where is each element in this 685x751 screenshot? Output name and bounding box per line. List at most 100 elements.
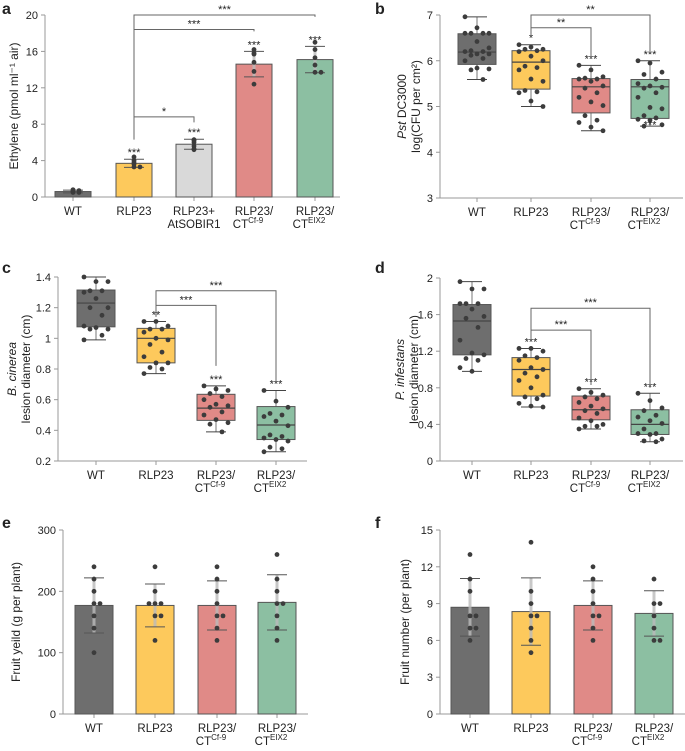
data-point <box>659 421 665 426</box>
data-point <box>93 325 99 330</box>
data-point <box>540 392 546 398</box>
y-tick-label: 4 <box>32 156 38 168</box>
x-tick-label-line2: CTEIX2 <box>255 733 288 748</box>
x-tick-label-text: CT <box>255 736 270 748</box>
data-point <box>659 84 665 90</box>
data-point <box>582 394 588 400</box>
data-point <box>582 408 588 414</box>
panel-letter: f <box>375 515 381 532</box>
x-tick-label: RLP23/ <box>574 723 613 735</box>
data-point <box>528 385 534 391</box>
data-point <box>588 99 594 105</box>
y-tick-label: 0.8 <box>418 383 433 395</box>
data-point <box>214 638 220 643</box>
data-point <box>590 625 596 631</box>
x-tick-label: RLP23/ <box>198 723 237 735</box>
x-tick-label-line2: CTCf-9 <box>233 216 264 231</box>
data-point <box>93 279 99 284</box>
bar <box>175 143 213 198</box>
x-tick-label-line2: CTCf-9 <box>196 733 227 748</box>
data-point <box>657 601 663 606</box>
significance-bracket <box>155 290 277 382</box>
y-tick-label: 12 <box>421 562 433 574</box>
data-point <box>600 83 606 89</box>
data-point <box>468 30 474 36</box>
y-tick-label: 1.6 <box>418 310 433 322</box>
data-point <box>99 288 105 294</box>
data-point <box>600 406 606 412</box>
data-point <box>214 588 220 594</box>
data-point <box>141 371 147 376</box>
data-point <box>468 67 474 73</box>
data-point <box>528 539 534 545</box>
data-point <box>267 411 273 416</box>
data-point <box>91 564 97 570</box>
y-tick-label: 9 <box>427 599 433 611</box>
data-point <box>641 438 647 444</box>
x-tick-label-text: CT <box>233 219 248 231</box>
panel-letter: c <box>2 260 11 277</box>
y-tick-label: 0.8 <box>36 364 51 376</box>
x-tick-label-text: CT <box>195 483 210 495</box>
data-point <box>540 46 546 52</box>
y-tick-label: 0.2 <box>36 456 51 468</box>
data-point <box>251 50 257 56</box>
x-tick-label-line2: CTCf-9 <box>570 480 601 495</box>
x-tick-label-superscript: Cf-9 <box>211 733 227 742</box>
data-point <box>486 51 492 57</box>
data-point <box>81 289 87 295</box>
data-point <box>516 49 522 54</box>
data-point <box>473 625 479 631</box>
data-point <box>312 55 318 61</box>
data-point <box>225 420 231 426</box>
data-point <box>528 625 534 631</box>
data-point <box>274 552 280 557</box>
data-point <box>576 400 582 405</box>
data-point <box>91 613 97 619</box>
y-tick-label: 5 <box>427 102 433 114</box>
data-point <box>474 51 480 57</box>
x-tick-label-text: CT <box>196 736 211 748</box>
data-point <box>467 576 473 582</box>
data-point <box>141 319 147 324</box>
data-point <box>105 305 111 311</box>
data-point <box>582 85 588 91</box>
y-tick-label: 100 <box>38 648 56 660</box>
data-point <box>481 286 487 292</box>
data-point <box>312 69 318 75</box>
data-point <box>528 76 534 82</box>
data-point <box>647 117 653 123</box>
x-tick-label-superscript: EIX2 <box>269 480 287 489</box>
data-point <box>480 49 486 54</box>
data-point <box>653 90 659 96</box>
data-point <box>659 69 665 75</box>
x-tick-label-superscript: Cf-9 <box>248 216 264 225</box>
data-point <box>81 274 87 280</box>
data-point <box>635 58 641 64</box>
data-point <box>469 306 475 312</box>
data-point <box>641 72 647 77</box>
y-tick-label: 0 <box>427 456 433 468</box>
data-point <box>486 30 492 36</box>
data-point <box>273 398 279 404</box>
data-point <box>534 48 540 54</box>
x-tick-label-superscript: EIX2 <box>308 216 326 225</box>
data-point <box>463 301 469 307</box>
data-point <box>594 423 600 429</box>
data-point <box>534 613 540 619</box>
y-tick-label: 1.2 <box>418 346 433 358</box>
data-point <box>207 404 213 410</box>
data-point <box>481 352 487 358</box>
x-tick-label-superscript: EIX2 <box>643 480 661 489</box>
data-point <box>91 576 97 582</box>
x-tick-label: WT <box>468 207 486 219</box>
data-point <box>99 312 105 318</box>
significance-stars: *** <box>585 53 599 65</box>
x-tick-label-text: CT <box>254 483 269 495</box>
data-point <box>261 414 267 419</box>
data-point <box>651 625 657 631</box>
x-tick-label: RLP23/ <box>296 206 335 218</box>
data-point <box>87 305 93 311</box>
x-tick-label: RLP23 <box>513 207 548 219</box>
x-tick-label-superscript: EIX2 <box>643 217 661 226</box>
